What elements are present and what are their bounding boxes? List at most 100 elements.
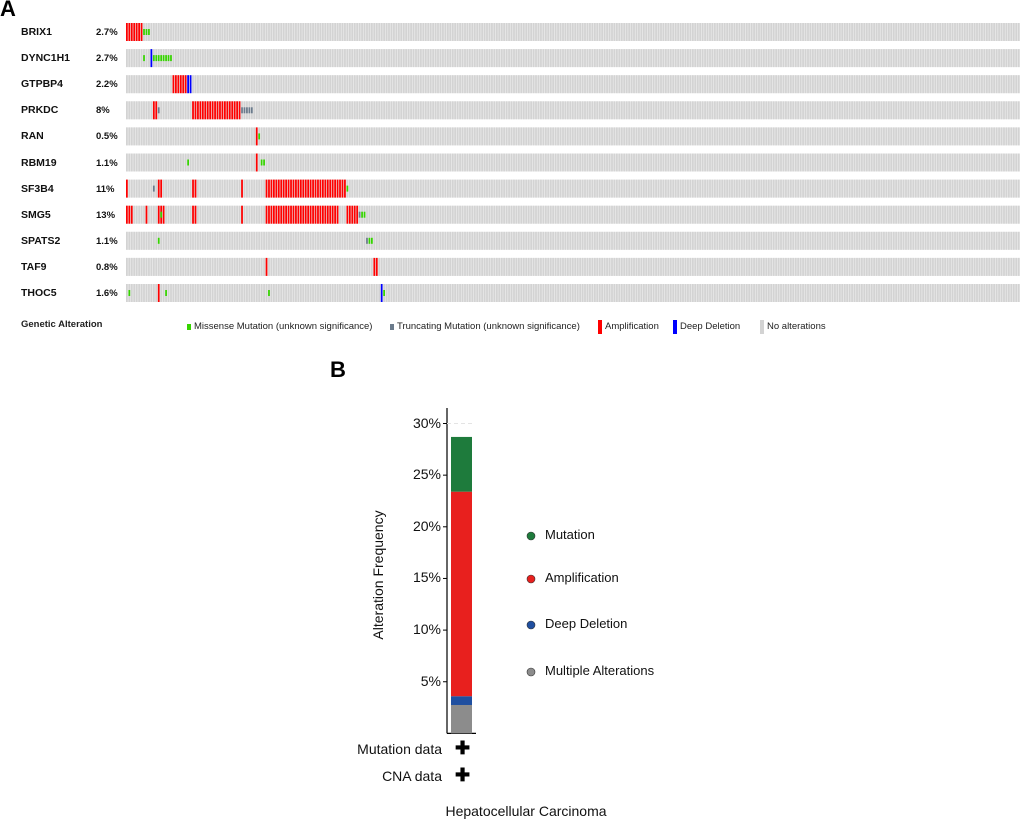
amp-mark <box>331 179 334 198</box>
sample-cell <box>846 231 849 250</box>
sample-cell <box>838 284 841 302</box>
sample-cell <box>691 257 694 276</box>
sample-cell <box>312 231 314 250</box>
sample-cell <box>902 127 905 146</box>
sample-cell <box>794 127 797 146</box>
sample-cell <box>346 153 349 172</box>
sample-cell <box>459 205 461 224</box>
sample-cell <box>696 179 699 198</box>
sample-cell <box>483 49 486 68</box>
sample-cell <box>731 75 733 94</box>
sample-cell <box>302 231 305 250</box>
sample-cell <box>990 49 993 68</box>
sample-cell <box>775 75 777 94</box>
sample-cell <box>834 101 836 120</box>
sample-cell <box>473 179 476 198</box>
sample-cell <box>939 23 942 41</box>
sample-cell <box>363 127 366 146</box>
sample-cell <box>571 127 574 146</box>
sample-cell <box>206 75 209 94</box>
deep-mark <box>187 75 189 94</box>
sample-cell <box>488 179 491 198</box>
sample-cell <box>393 49 395 68</box>
sample-cell <box>745 101 748 120</box>
sample-cell <box>150 179 153 198</box>
sample-cell <box>611 127 613 146</box>
sample-cell <box>395 23 398 41</box>
sample-cell <box>743 284 746 302</box>
sample-cell <box>236 257 238 276</box>
sample-cell <box>642 127 645 146</box>
sample-cell <box>128 257 131 276</box>
sample-cell <box>865 284 868 302</box>
sample-cell <box>821 23 824 41</box>
sample-cell <box>219 231 221 250</box>
amp-mark <box>221 101 224 120</box>
sample-cell <box>770 179 773 198</box>
amp-mark <box>255 153 258 172</box>
sample-cell <box>1008 127 1010 146</box>
sample-cell <box>454 205 457 224</box>
sample-cell <box>547 23 550 41</box>
sample-cell <box>897 231 900 250</box>
sample-cell <box>789 127 792 146</box>
sample-cell <box>133 153 136 172</box>
amp-mark <box>194 179 197 198</box>
sample-cell <box>608 23 611 41</box>
sample-cell <box>763 284 765 302</box>
sample-cell <box>679 49 682 68</box>
sample-cell <box>890 205 893 224</box>
sample-cell <box>530 179 532 198</box>
sample-cell <box>919 205 922 224</box>
sample-cell <box>371 49 373 68</box>
sample-cell <box>628 127 630 146</box>
sample-cell <box>936 257 939 276</box>
sample-cell <box>336 49 339 68</box>
sample-cell <box>473 153 476 172</box>
sample-cell <box>385 231 388 250</box>
sample-cell <box>201 205 204 224</box>
sample-cell <box>929 101 932 120</box>
sample-cell <box>633 257 635 276</box>
sample-cell <box>924 75 927 94</box>
sample-cell <box>385 23 388 41</box>
sample-cell <box>510 257 513 276</box>
sample-cell <box>905 205 907 224</box>
sample-cell <box>356 49 359 68</box>
sample-cell <box>968 101 971 120</box>
sample-cell <box>204 257 207 276</box>
sample-cell <box>922 153 924 172</box>
sample-cell <box>963 23 966 41</box>
sample-cell <box>322 153 324 172</box>
sample-cell <box>390 101 393 120</box>
sample-cell <box>500 231 503 250</box>
sample-cell <box>451 257 454 276</box>
sample-cell <box>442 284 444 302</box>
sample-cell <box>204 153 207 172</box>
sample-cell <box>662 153 665 172</box>
sample-cell <box>579 23 581 41</box>
sample-cell <box>1015 49 1018 68</box>
sample-cell <box>645 205 648 224</box>
sample-cell <box>170 23 172 41</box>
sample-cell <box>579 49 581 68</box>
sample-cell <box>503 205 506 224</box>
sample-cell <box>451 75 454 94</box>
sample-cell <box>885 23 888 41</box>
sample-cell <box>297 127 300 146</box>
sample-cell <box>263 257 265 276</box>
sample-cell <box>559 49 562 68</box>
sample-cell <box>175 127 177 146</box>
sample-cell <box>211 179 214 198</box>
sample-cell <box>907 49 910 68</box>
sample-cell <box>405 75 408 94</box>
sample-cell <box>978 153 981 172</box>
deep-mark <box>150 49 153 68</box>
sample-cell <box>375 231 378 250</box>
sample-cell <box>464 205 466 224</box>
sample-cell <box>895 101 898 120</box>
missense-mark <box>155 55 158 62</box>
missense-mark <box>363 211 366 218</box>
sample-cell <box>691 75 694 94</box>
sample-cell <box>263 205 265 224</box>
